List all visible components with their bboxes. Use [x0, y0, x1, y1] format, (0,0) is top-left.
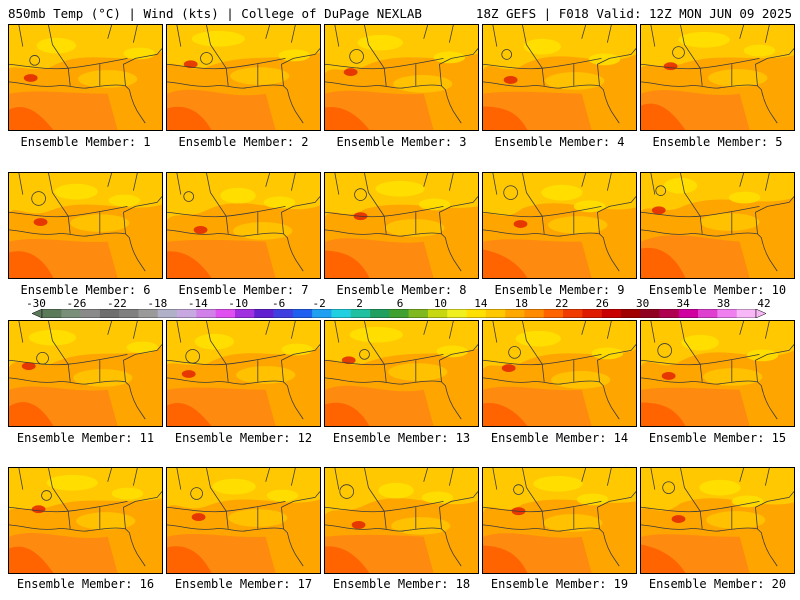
colorbar-tick-label: 10 [433, 297, 448, 310]
colorbar-tick-label: 14 [474, 297, 488, 310]
temperature-map [325, 25, 478, 130]
temperature-map [9, 468, 162, 573]
temperature-map [325, 468, 478, 573]
temperature-map [167, 25, 320, 130]
ensemble-member-label: Ensemble Member: 4 [494, 135, 625, 149]
ensemble-member-label: Ensemble Member: 14 [490, 431, 629, 445]
colorbar-tick-label: 18 [514, 297, 528, 310]
ensemble-member-label: Ensemble Member: 15 [648, 431, 787, 445]
ensemble-member-label: Ensemble Member: 13 [332, 431, 471, 445]
temperature-map [483, 468, 636, 573]
ensemble-map-panel [166, 467, 321, 574]
temperature-map [641, 25, 794, 130]
temperature-map [9, 173, 162, 278]
ensemble-member-label: Ensemble Member: 3 [336, 135, 467, 149]
ensemble-map-panel [324, 467, 479, 574]
map-title: 850mb Temp (°C) | Wind (kts) | College o… [8, 6, 422, 21]
ensemble-member-label: Ensemble Member: 11 [16, 431, 155, 445]
ensemble-member-label: Ensemble Member: 6 [20, 283, 151, 297]
ensemble-map-panel [166, 320, 321, 427]
ensemble-member-label: Ensemble Member: 10 [648, 283, 787, 297]
temperature-map [9, 25, 162, 130]
ensemble-member-label: Ensemble Member: 7 [178, 283, 309, 297]
temperature-map [325, 321, 478, 426]
ensemble-map-panel [166, 172, 321, 279]
valid-time-title: 18Z GEFS | F018 Valid: 12Z MON JUN 09 20… [475, 6, 792, 21]
ensemble-map-panel [324, 24, 479, 131]
colorbar-tick-label: -26 [66, 297, 87, 310]
colorbar-tick-label: 34 [676, 297, 690, 310]
ensemble-member-label: Ensemble Member: 9 [494, 283, 625, 297]
colorbar-tick-label: 2 [356, 297, 363, 310]
ensemble-map-panel [324, 172, 479, 279]
ensemble-map-panel [640, 24, 795, 131]
ensemble-map-panel [640, 172, 795, 279]
ensemble-map-panel [640, 320, 795, 427]
ensemble-map-panel [166, 24, 321, 131]
colorbar-tick-label: -22 [106, 297, 127, 310]
temperature-map [167, 321, 320, 426]
ensemble-member-label: Ensemble Member: 19 [490, 577, 629, 591]
colorbar-tick-label: 26 [595, 297, 609, 310]
ensemble-member-label: Ensemble Member: 8 [336, 283, 467, 297]
ensemble-member-label: Ensemble Member: 18 [332, 577, 471, 591]
colorbar-tick-label: 30 [636, 297, 650, 310]
temperature-map [483, 25, 636, 130]
ensemble-map-panel [8, 320, 163, 427]
temperature-map [641, 468, 794, 573]
ensemble-map-panel [8, 24, 163, 131]
temperature-map [641, 321, 794, 426]
colorbar-strip [32, 309, 766, 318]
ensemble-map-panel [482, 172, 637, 279]
colorbar-tick-label: 6 [396, 297, 404, 310]
colorbar-tick-label: 42 [757, 297, 771, 310]
colorbar-tick-label: -14 [187, 297, 208, 310]
ensemble-member-label: Ensemble Member: 1 [20, 135, 151, 149]
colorbar-tick-label: -2 [312, 297, 326, 310]
temperature-map [167, 468, 320, 573]
colorbar-tick-label: -18 [147, 297, 168, 310]
ensemble-map-panel [482, 320, 637, 427]
ensemble-map-panel [640, 467, 795, 574]
ensemble-map-panel [482, 24, 637, 131]
ensemble-map-panel [482, 467, 637, 574]
temperature-map [483, 321, 636, 426]
colorbar-tick-label: 22 [555, 297, 569, 310]
ensemble-member-label: Ensemble Member: 17 [174, 577, 313, 591]
temperature-map [483, 173, 636, 278]
ensemble-member-label: Ensemble Member: 5 [652, 135, 783, 149]
ensemble-member-label: Ensemble Member: 20 [648, 577, 787, 591]
temperature-map [9, 321, 162, 426]
ensemble-member-label: Ensemble Member: 2 [178, 135, 309, 149]
temperature-map [325, 173, 478, 278]
colorbar-tick-label: -10 [228, 297, 249, 310]
ensemble-member-label: Ensemble Member: 12 [174, 431, 313, 445]
colorbar-tick-label: 38 [716, 297, 731, 310]
temperature-map [641, 173, 794, 278]
ensemble-map-panel [324, 320, 479, 427]
colorbar-tick-label: -30 [26, 297, 46, 310]
temperature-map [167, 173, 320, 278]
colorbar-tick-label: -6 [272, 297, 286, 310]
ensemble-map-panel [8, 172, 163, 279]
ensemble-member-label: Ensemble Member: 16 [16, 577, 155, 591]
ensemble-map-panel [8, 467, 163, 574]
